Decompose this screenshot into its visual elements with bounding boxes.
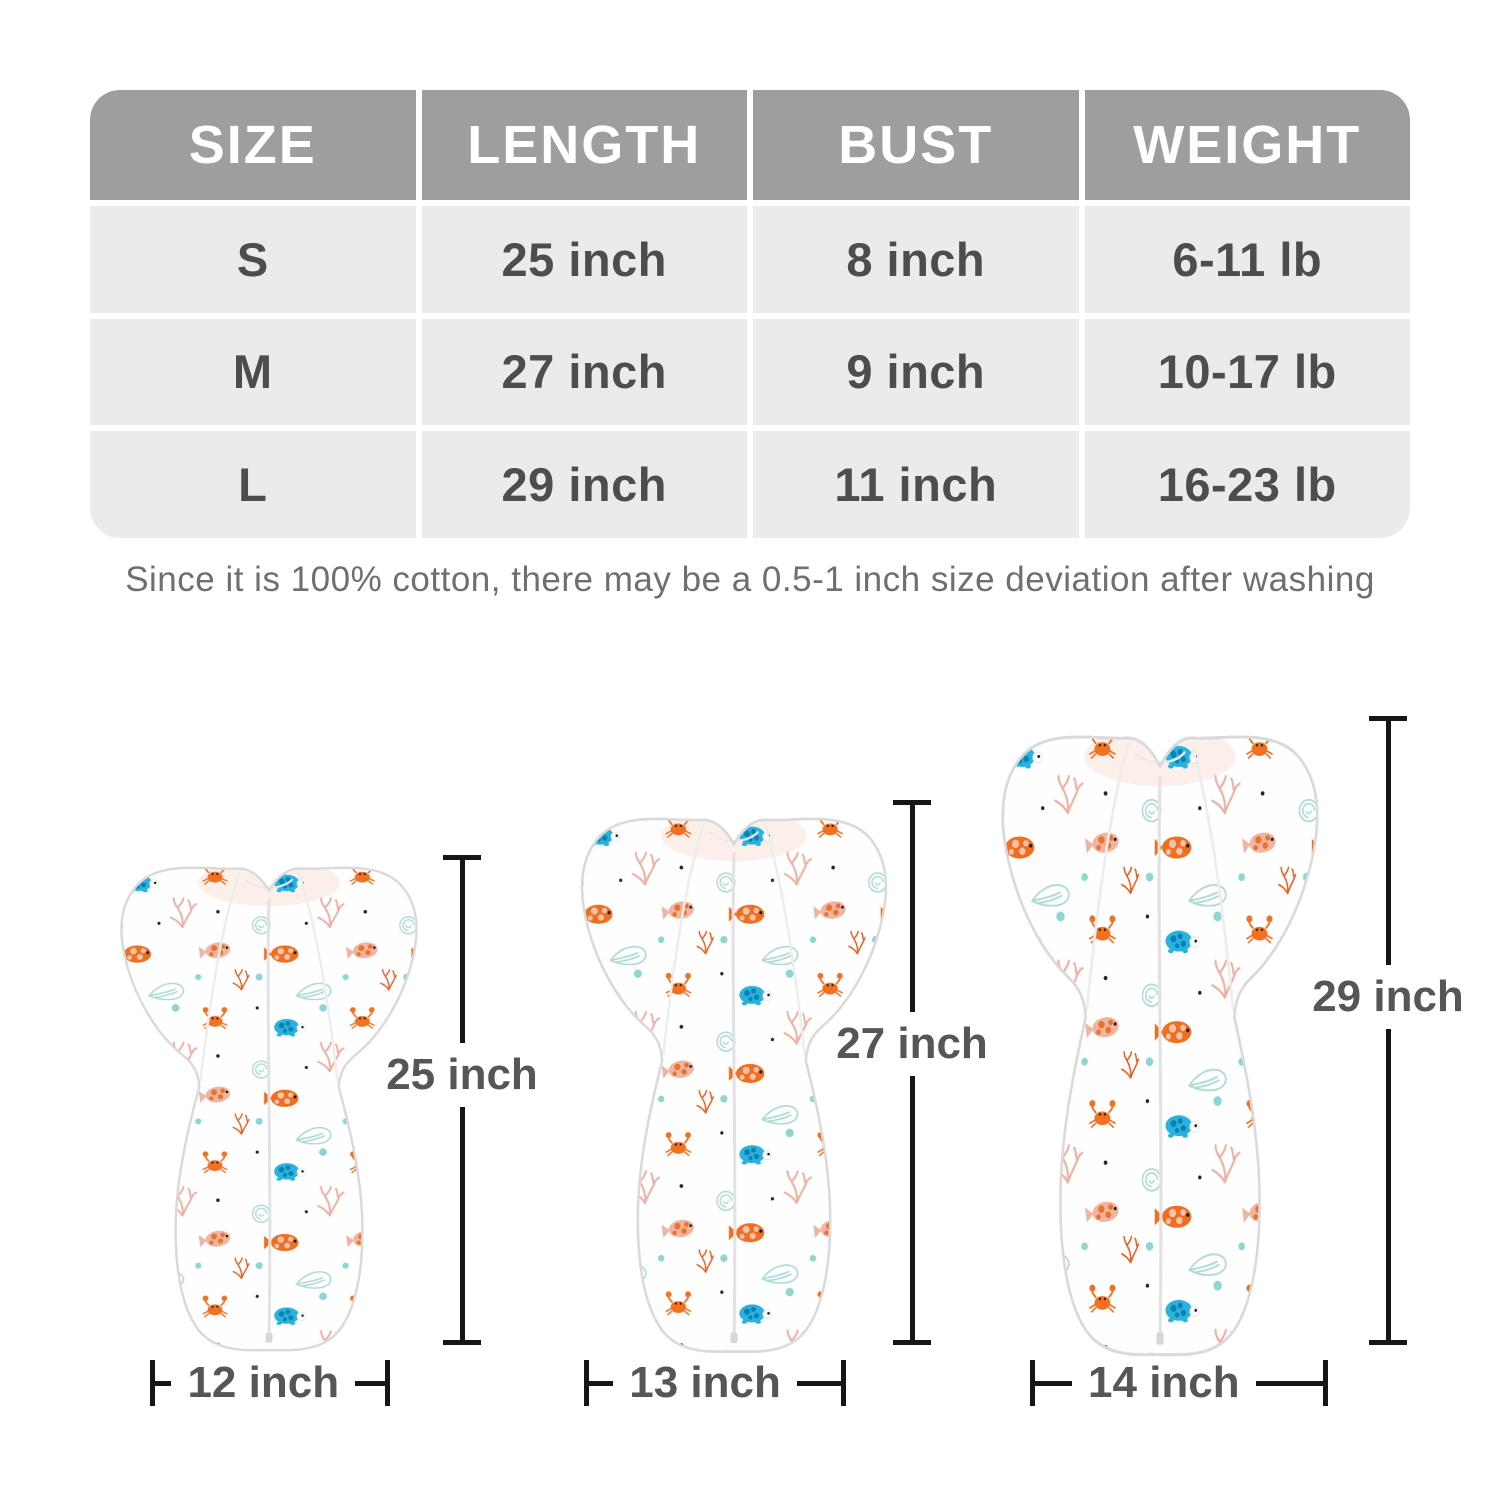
dimension-tick <box>150 1360 155 1406</box>
table-cell: 10-17 lb <box>1084 318 1410 426</box>
table-cell: M <box>90 318 416 426</box>
dimension-line <box>1035 1380 1073 1386</box>
dimension-line <box>459 1107 465 1340</box>
height-dimension-small: 25 inch <box>367 855 557 1345</box>
table-cell: 29 inch <box>421 431 747 538</box>
dimension-cap <box>443 855 481 860</box>
header-cell-size: SIZE <box>90 90 416 200</box>
width-label-large: 14 inch <box>1088 1358 1240 1407</box>
dimension-cap <box>893 1340 931 1345</box>
dimension-line <box>589 1380 614 1386</box>
width-dimension-medium: 13 inch <box>584 1360 846 1406</box>
table-cell: S <box>90 206 416 313</box>
dimension-line <box>796 1380 841 1386</box>
header-cell-weight: WEIGHT <box>1084 90 1410 200</box>
swaddle-large-graphic <box>982 722 1338 1362</box>
dimension-cap <box>893 800 931 805</box>
dimension-line <box>1385 1029 1391 1340</box>
table-cell: 6-11 lb <box>1084 206 1410 313</box>
table-cell: 16-23 lb <box>1084 431 1410 538</box>
table-cell: 25 inch <box>421 206 747 313</box>
size-table: SIZE LENGTH BUST WEIGHT S 25 inch 8 inch… <box>90 90 1410 538</box>
dimension-tick <box>1030 1360 1035 1406</box>
dimension-line <box>155 1380 172 1386</box>
width-dimension-large: 14 inch <box>1030 1360 1328 1406</box>
dimension-tick <box>584 1360 589 1406</box>
height-label-large: 29 inch <box>1312 972 1464 1022</box>
dimension-line <box>355 1380 385 1386</box>
height-dimension-medium: 27 inch <box>817 800 1007 1345</box>
height-label-medium: 27 inch <box>836 1019 988 1069</box>
table-cell: 27 inch <box>421 318 747 426</box>
header-cell-bust: BUST <box>753 90 1079 200</box>
dimension-cap <box>443 1340 481 1345</box>
height-label-small: 25 inch <box>386 1050 538 1100</box>
header-cell-length: LENGTH <box>421 90 747 200</box>
width-dimension-small: 12 inch <box>150 1360 390 1406</box>
dimension-line <box>459 860 465 1044</box>
swaddle-illustration-large <box>982 722 1338 1362</box>
dimension-line <box>1255 1380 1323 1386</box>
dimension-cap <box>1369 1340 1407 1345</box>
dimension-cap <box>1369 716 1407 721</box>
width-label-small: 12 inch <box>187 1358 340 1407</box>
table-cell: 9 inch <box>753 318 1079 426</box>
dimension-line <box>909 1076 915 1340</box>
dimension-tick <box>1323 1360 1328 1406</box>
dimension-tick <box>385 1360 390 1406</box>
dimension-line <box>1385 721 1391 966</box>
height-dimension-large: 29 inch <box>1293 716 1483 1345</box>
dimension-tick <box>841 1360 846 1406</box>
table-cell: 8 inch <box>753 206 1079 313</box>
table-cell: 11 inch <box>753 431 1079 538</box>
table-cell: L <box>90 431 416 538</box>
width-label-medium: 13 inch <box>629 1358 781 1407</box>
washing-note: Since it is 100% cotton, there may be a … <box>125 560 1375 599</box>
dimension-line <box>909 805 915 1013</box>
